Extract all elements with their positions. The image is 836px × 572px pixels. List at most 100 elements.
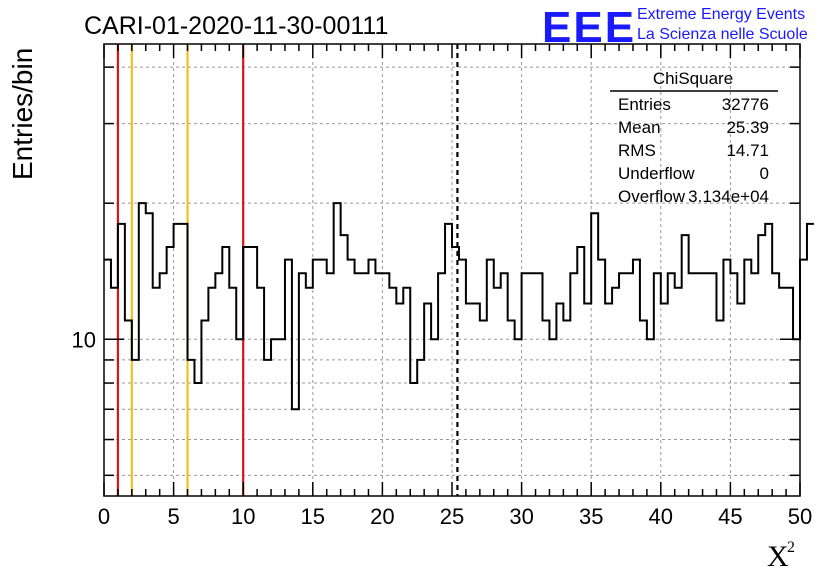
histogram-bin (612, 288, 619, 496)
histogram-bin (633, 260, 640, 496)
histogram-bin (320, 260, 327, 496)
histogram-bin (696, 273, 703, 496)
histogram-bin (605, 303, 612, 496)
histogram-bin (250, 247, 257, 496)
histogram-bin (104, 260, 111, 496)
x-tick-label: 40 (649, 504, 673, 529)
stats-box: ChiSquare Entries 32776 Mean 25.39 RMS 1… (610, 69, 778, 206)
histogram-bin (181, 224, 188, 496)
logo-line2: La Scienza nelle Scuole (637, 26, 808, 43)
histogram-bin (598, 260, 605, 496)
histogram-bin (459, 260, 466, 496)
histogram-bin (368, 260, 375, 496)
histogram-bin (403, 288, 410, 496)
histogram-bin (118, 224, 125, 496)
stats-label: Mean (618, 118, 661, 137)
histogram-bin (508, 321, 515, 496)
histogram-bin (529, 273, 536, 496)
histogram-bin (800, 260, 807, 496)
histogram-bin (313, 260, 320, 496)
histogram-bin (758, 235, 765, 496)
stats-label: Underflow (618, 164, 695, 183)
histogram-bin (640, 321, 647, 496)
histogram-bin (382, 273, 389, 496)
stats-value: 32776 (722, 95, 769, 114)
histogram-bin (710, 273, 717, 496)
histogram-bin (431, 339, 438, 496)
stats-label: RMS (618, 141, 656, 160)
axis-ticks (103, 44, 801, 496)
histogram-bin (174, 224, 181, 496)
histogram-bin (271, 339, 278, 496)
histogram-bin (125, 321, 132, 496)
chart-title: CARI-01-2020-11-30-00111 (84, 12, 388, 40)
histogram-bin (236, 339, 243, 496)
histogram-bin (522, 273, 529, 496)
x-tick-label: 25 (440, 504, 464, 529)
x-tick-label: 15 (301, 504, 325, 529)
histogram-bin (501, 273, 508, 496)
histogram-bin (355, 273, 362, 496)
histogram-bin (744, 260, 751, 496)
histogram-bin (466, 303, 473, 496)
histogram-bin (779, 288, 786, 496)
histogram-bin (473, 303, 480, 496)
histogram-bin (703, 273, 710, 496)
histogram-bin (487, 260, 494, 496)
histogram-bin (222, 247, 229, 496)
histogram-bin (362, 273, 369, 496)
histogram-bin (570, 273, 577, 496)
histogram-bin (480, 321, 487, 496)
stats-value: 14.71 (726, 141, 769, 160)
histogram-bin (452, 247, 459, 496)
histogram-bin (536, 273, 543, 496)
stats-header: ChiSquare (653, 69, 733, 88)
histogram-bin (556, 303, 563, 496)
histogram-bin (306, 288, 313, 496)
histogram-bin (417, 360, 424, 496)
histogram-bin (243, 247, 250, 496)
histogram-bin (619, 273, 626, 496)
histogram-bin (647, 339, 654, 496)
histogram-bin (334, 203, 341, 496)
x-axis-label: X 2 (767, 539, 795, 572)
histogram-bin (445, 224, 452, 496)
histogram-bin (410, 383, 417, 496)
histogram-bin (215, 273, 222, 496)
histogram-bin (549, 339, 556, 496)
stats-value: 0 (760, 164, 769, 183)
logo-line1: Extreme Energy Events (637, 6, 805, 23)
histogram-bin (730, 273, 737, 496)
stats-row-entries: Entries 32776 (618, 95, 769, 114)
stats-value: 3.134e+04 (688, 187, 769, 206)
histogram-bin (772, 273, 779, 496)
x-tick-labels: 0 5 10 15 20 25 30 35 40 45 50 (98, 504, 812, 529)
histogram-bin (201, 321, 208, 496)
histogram-bin (626, 273, 633, 496)
histogram-bin (786, 288, 793, 496)
stats-row-rms: RMS 14.71 (618, 141, 769, 160)
histogram-bin (689, 273, 696, 496)
histogram-bin (111, 288, 118, 496)
x-tick-label: 20 (370, 504, 394, 529)
histogram-bin (793, 339, 800, 496)
histogram-bin (737, 303, 744, 496)
histogram-bin (264, 360, 271, 496)
x-tick-label: 10 (231, 504, 255, 529)
grid-lines (104, 44, 800, 496)
stats-value: 25.39 (726, 118, 769, 137)
histogram-bin (167, 247, 174, 496)
histogram-bin (424, 303, 431, 496)
histogram-bin (188, 360, 195, 496)
histogram-bin (139, 203, 146, 496)
x-tick-label: 5 (167, 504, 179, 529)
stats-label: Overflow (618, 187, 686, 206)
histogram-bin (494, 288, 501, 496)
x-tick-label: 30 (509, 504, 533, 529)
histogram-bin (765, 224, 772, 496)
histogram-bin (278, 339, 285, 496)
histogram-bin (542, 321, 549, 496)
histogram-bin (146, 213, 153, 496)
histogram-bin (229, 288, 236, 496)
